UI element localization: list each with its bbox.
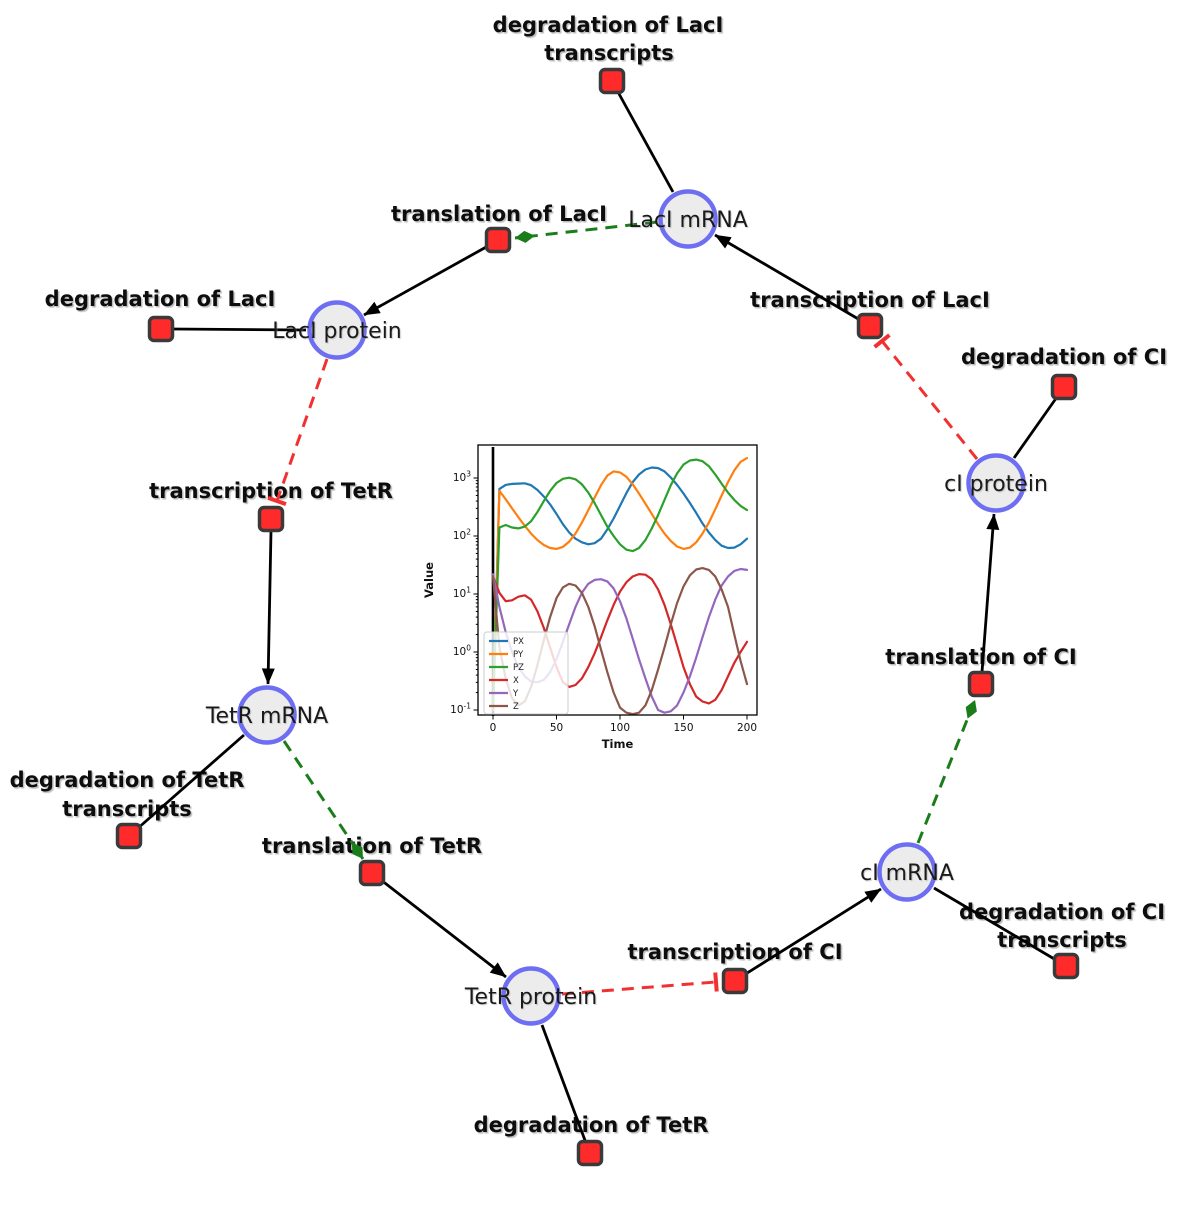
reaction-label-degradation-of-ci: degradation of CI	[961, 345, 1167, 369]
species-node-laci-mrna	[658, 189, 718, 249]
species-node-ci-protein	[966, 453, 1026, 513]
reaction-label-degradation-of-tetr-transcripts-line1: degradation of TetR	[10, 768, 245, 792]
edge-degradation-of-laci-to-laci-protein	[172, 327, 307, 332]
reaction-node-degradation-of-tetr-transcripts	[115, 822, 143, 850]
modifier-edge-tetr-mrna-to-translation-of-tetr	[282, 740, 365, 860]
chart-x-tick-150: 150	[673, 722, 693, 734]
chart-x-tick-200: 200	[737, 722, 757, 734]
chart-ticks	[473, 477, 748, 720]
reaction-label-transcription-of-tetr: transcription of TetR	[149, 479, 393, 503]
chart-ylabel: Value	[422, 562, 436, 598]
chart-frame	[477, 444, 758, 716]
reaction-label-translation-of-ci: translation of CI	[885, 645, 1076, 669]
edge-translation-of-ci-to-ci-protein	[980, 513, 1000, 673]
chart-x-tick-50: 50	[550, 722, 563, 734]
chart-legend: PX PY PZ X Y Z	[483, 631, 569, 715]
node-layer	[115, 67, 1080, 1167]
edge-degradation-of-ci-transcripts-to-ci-mrna	[933, 886, 1057, 962]
edge-transcription-of-laci-to-laci-mrna	[714, 233, 861, 322]
reaction-node-degradation-of-ci-transcripts	[1052, 952, 1080, 980]
chart-y-tick-1e3: 103	[453, 470, 471, 485]
chart-series-PX	[491, 466, 749, 712]
reaction-node-translation-of-tetr	[358, 859, 386, 887]
inhibition-edge-laci-protein-to-transcription-of-tetr	[267, 358, 329, 507]
chart-xlabel: Time	[602, 737, 634, 751]
edge-layer	[136, 91, 1059, 1144]
species-label-laci-protein: LacI protein	[272, 319, 402, 344]
species-label-ci-protein: cI protein	[944, 472, 1048, 497]
legend-label-z: Z	[513, 702, 519, 712]
edge-transcription-of-ci-to-ci-mrna	[743, 887, 882, 977]
reaction-label-transcription-of-ci: transcription of CI	[627, 940, 842, 964]
reaction-node-transcription-of-ci	[721, 967, 749, 995]
modifier-edge-laci-mrna-to-translation-of-laci	[514, 220, 658, 243]
species-label-tetr-protein: TetR protein	[464, 985, 597, 1010]
reaction-labels: degradation of LacI transcripts translat…	[10, 13, 1167, 1137]
chart-series-PZ	[491, 458, 749, 712]
species-node-ci-mrna	[877, 842, 937, 902]
reaction-node-transcription-of-laci	[856, 312, 884, 340]
edge-translation-of-tetr-to-tetr-protein	[380, 878, 507, 979]
modifier-edge-ci-mrna-to-translation-of-ci	[916, 699, 977, 844]
reaction-label-degradation-of-tetr: degradation of TetR	[474, 1113, 709, 1137]
reaction-node-degradation-of-laci-transcripts	[598, 67, 626, 95]
species-label-laci-mrna: LacI mRNA	[628, 208, 748, 233]
reaction-label-degradation-of-ci-transcripts-line1: degradation of CI	[959, 900, 1165, 924]
reaction-node-degradation-of-laci	[147, 315, 175, 343]
reaction-label-translation-of-laci: translation of LacI	[391, 202, 607, 226]
edge-degradation-of-tetr-to-tetr-protein	[540, 1024, 588, 1144]
reaction-label-degradation-of-laci: degradation of LacI	[45, 287, 276, 311]
chart-x-tick-100: 100	[610, 722, 630, 734]
inhibition-edge-tetr-protein-to-transcription-of-ci	[561, 972, 719, 996]
reaction-node-translation-of-ci	[967, 670, 995, 698]
reaction-label-transcription-of-laci: transcription of LacI	[750, 288, 990, 312]
legend-label-py: PY	[513, 650, 524, 660]
edge-transcription-of-tetr-to-tetr-mrna	[261, 530, 275, 685]
chart-y-tick-1e1: 101	[453, 586, 471, 601]
edge-degradation-of-tetr-transcripts-to-tetr-mrna	[136, 733, 245, 831]
chart-series-PY	[491, 457, 749, 712]
edge-translation-of-laci-to-laci-protein	[363, 244, 489, 317]
chart-y-tick-1e2: 102	[453, 528, 471, 543]
reaction-label-degradation-of-laci-transcripts-line2: transcripts	[544, 41, 674, 65]
inset-chart: 0 50 100 150 200 10-1 100 101 102 103 Ti…	[422, 444, 758, 751]
chart-y-tick-1e0: 100	[453, 644, 471, 659]
reaction-label-degradation-of-laci-transcripts-line1: degradation of LacI	[493, 13, 724, 37]
legend-label-y: Y	[512, 689, 519, 699]
reaction-label-translation-of-tetr: translation of TetR	[262, 834, 482, 858]
reaction-node-degradation-of-tetr	[576, 1139, 604, 1167]
reaction-label-degradation-of-tetr-transcripts-line2: transcripts	[62, 797, 192, 821]
legend-label-x: X	[513, 676, 519, 686]
chart-series-X	[491, 573, 749, 705]
chart-x-tick-0: 0	[490, 722, 497, 734]
species-labels: LacI mRNA LacI protein cI protein TetR m…	[205, 208, 1048, 1010]
legend-label-px: PX	[513, 637, 524, 647]
reaction-node-transcription-of-tetr	[257, 505, 285, 533]
edge-degradation-of-ci-to-ci-protein	[1012, 396, 1059, 459]
reaction-node-degradation-of-ci	[1050, 373, 1078, 401]
legend-label-pz: PZ	[513, 663, 524, 673]
species-node-tetr-mrna	[237, 685, 297, 745]
species-node-laci-protein	[307, 300, 367, 360]
edge-degradation-of-laci-transcripts-to-laci-mrna	[616, 91, 675, 193]
legend-box	[483, 631, 569, 715]
reaction-node-translation-of-laci	[484, 226, 512, 254]
reaction-label-degradation-of-ci-transcripts-line2: transcripts	[997, 928, 1127, 952]
species-label-tetr-mrna: TetR mRNA	[205, 704, 328, 729]
species-label-ci-mrna: cI mRNA	[860, 861, 954, 886]
inhibition-edge-ci-protein-to-transcription-of-laci	[873, 333, 979, 460]
chart-y-tick-1e-1: 10-1	[450, 702, 471, 717]
species-node-tetr-protein	[501, 966, 561, 1026]
